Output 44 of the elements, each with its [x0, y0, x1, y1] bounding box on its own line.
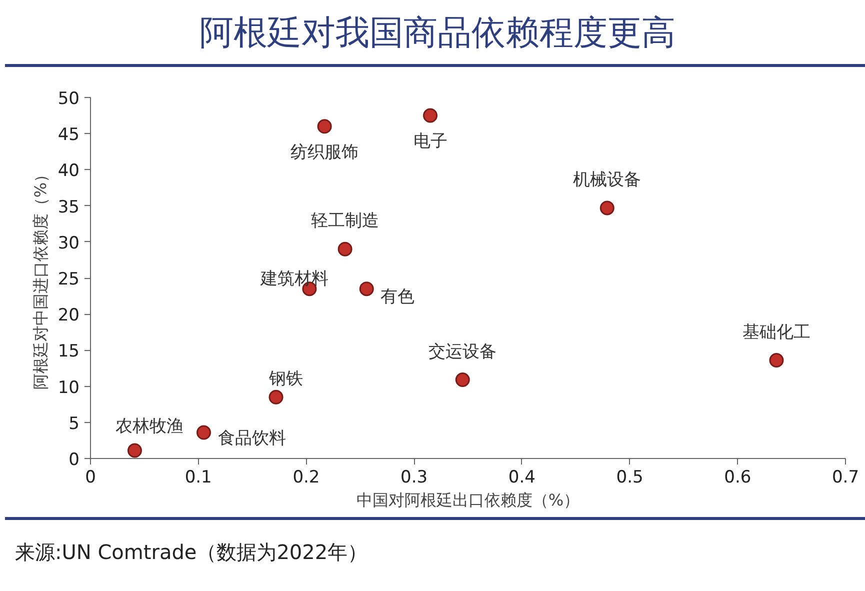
- point: [127, 443, 142, 458]
- x-tick-label: 0.1: [184, 468, 212, 488]
- point: [317, 119, 332, 134]
- x-tick-label: 0.3: [400, 468, 428, 488]
- y-tick-label: 5: [68, 414, 80, 434]
- chart-title: 阿根廷对我国商品依赖程度更高: [200, 12, 676, 55]
- series-label: 交运设备: [428, 342, 497, 362]
- series-label: 轻工制造: [311, 211, 380, 232]
- series-label: 建筑材料: [259, 268, 328, 289]
- y-tick-label: 15: [58, 342, 80, 362]
- series-label: 农林牧渔: [116, 416, 184, 437]
- y-axis-title: 阿根廷对中国进口依赖度（%）: [30, 166, 50, 390]
- point: [769, 353, 784, 368]
- y-tick-label: 50: [58, 89, 80, 109]
- point: [423, 108, 438, 123]
- point: [600, 200, 614, 216]
- y-tick-label: 35: [58, 197, 80, 218]
- source-note: 来源:UN Comtrade（数据为2022年）: [15, 539, 368, 566]
- x-axis-title: 中国对阿根廷出口依赖度（%）: [356, 490, 580, 510]
- x-tick-label: 0.7: [832, 468, 860, 488]
- x-tick-label: 0.5: [616, 468, 644, 488]
- point: [268, 390, 284, 404]
- series-label: 基础化工: [742, 322, 810, 342]
- y-tick-label: 40: [58, 161, 80, 182]
- y-tick-label: 20: [58, 306, 80, 326]
- y-tick-label: 30: [58, 233, 80, 254]
- y-tick-label: 0: [68, 450, 80, 470]
- x-tick-label: 0.6: [724, 468, 752, 488]
- point: [338, 242, 352, 256]
- point: [196, 425, 211, 440]
- x-tick-label: 0.4: [508, 468, 536, 488]
- series-label: 食品饮料: [218, 428, 286, 449]
- series-label: 机械设备: [573, 170, 642, 190]
- series-label: 电子: [413, 132, 448, 152]
- y-tick-label: 25: [58, 270, 80, 290]
- y-tick-label: 45: [58, 125, 80, 146]
- series-label: 纺织服饰: [290, 142, 359, 162]
- point: [455, 372, 470, 388]
- x-tick-label: 0.2: [292, 468, 320, 488]
- y-tick-label: 10: [58, 378, 80, 398]
- x-tick-label: 0: [85, 468, 96, 488]
- point: [359, 282, 374, 296]
- series-label: 有色: [380, 286, 415, 307]
- series-label: 钢铁: [268, 369, 304, 390]
